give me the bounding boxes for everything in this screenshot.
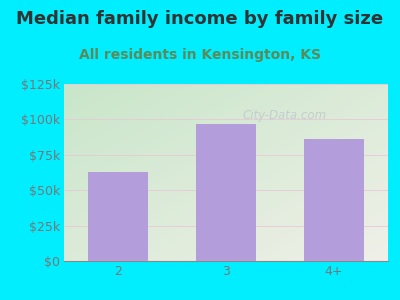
Bar (196, 124, 256, 261)
Text: City-Data.com: City-Data.com (242, 110, 326, 122)
Text: All residents in Kensington, KS: All residents in Kensington, KS (79, 48, 321, 62)
Bar (304, 139, 364, 261)
Bar (88, 172, 148, 261)
Text: Median family income by family size: Median family income by family size (16, 11, 384, 28)
